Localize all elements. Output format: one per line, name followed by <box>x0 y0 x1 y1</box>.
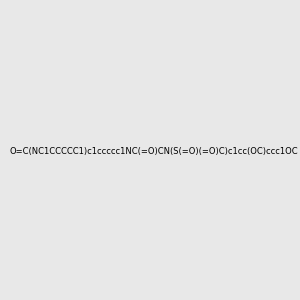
Text: O=C(NC1CCCCC1)c1ccccc1NC(=O)CN(S(=O)(=O)C)c1cc(OC)ccc1OC: O=C(NC1CCCCC1)c1ccccc1NC(=O)CN(S(=O)(=O)… <box>9 147 298 156</box>
